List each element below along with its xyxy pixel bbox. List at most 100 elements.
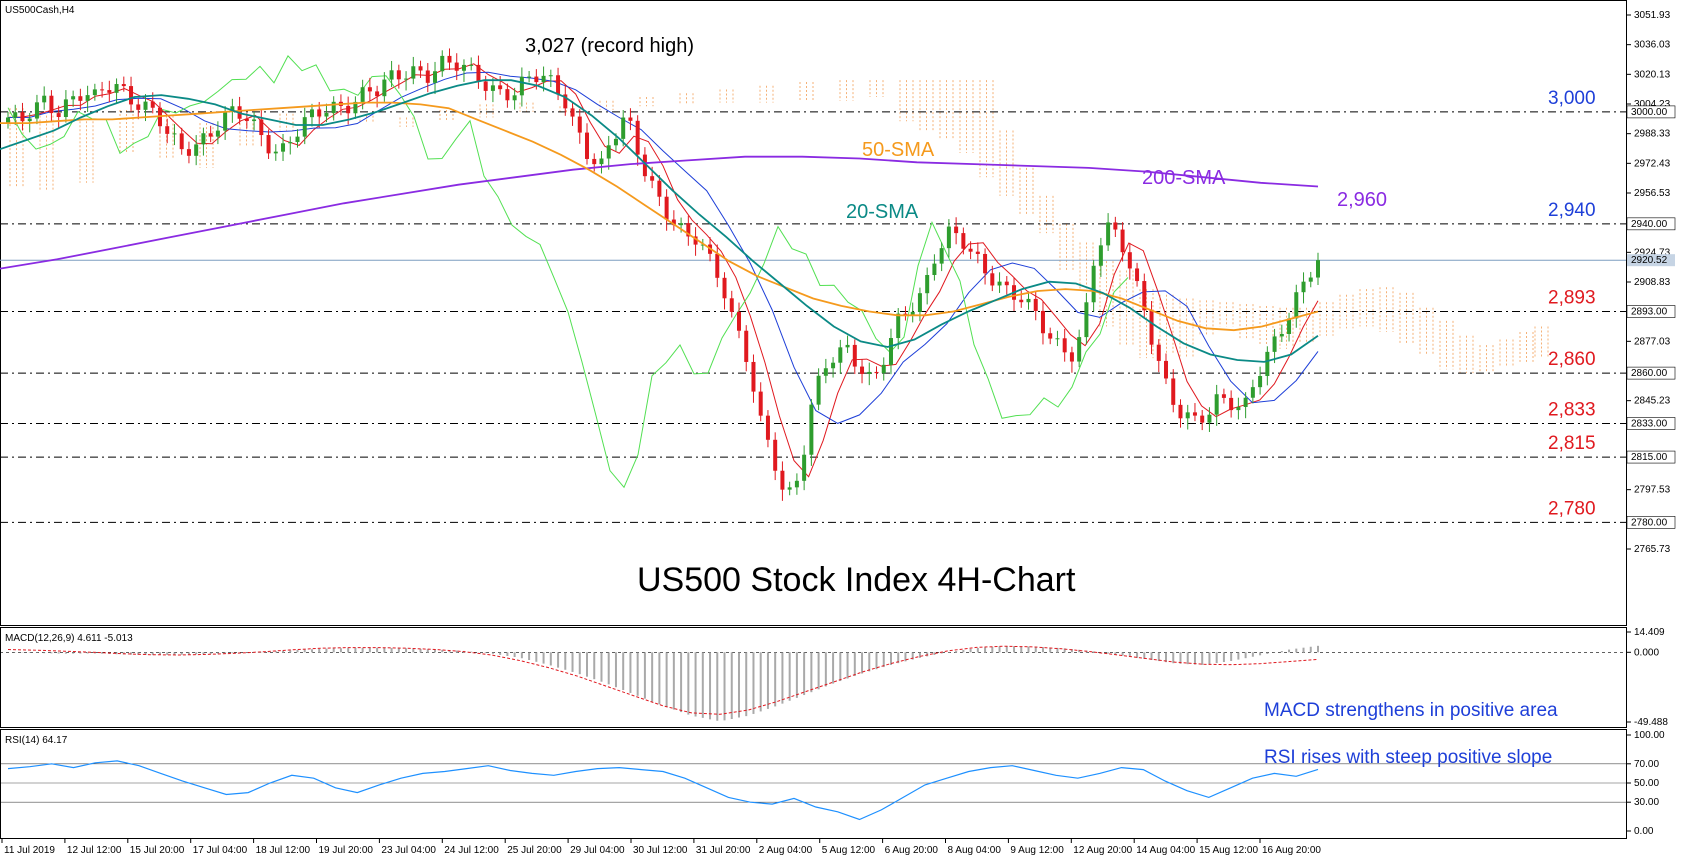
rsi-tick-label: 70.00 [1634, 759, 1659, 770]
candle-body [773, 439, 778, 471]
candle-body [331, 101, 336, 114]
candle-body [375, 91, 380, 97]
candle-body [447, 55, 452, 63]
price-tick-label: 3036.03 [1634, 40, 1671, 51]
candle-body [353, 101, 358, 114]
candle-body [1033, 298, 1038, 311]
rsi-tick-label: 30.00 [1634, 797, 1659, 808]
candle-body [831, 362, 836, 369]
candle-body [758, 391, 763, 416]
candle-body [983, 253, 988, 274]
candle-body [1127, 252, 1132, 269]
current-price-box [1627, 254, 1675, 267]
candle-body [1207, 414, 1212, 423]
candle-body [490, 85, 495, 91]
time-tick-label: 30 Jul 12:00 [633, 845, 688, 856]
price-axis: 3051.93 3036.03 3020.13 3004.23 2988.33 2972.… [1626, 10, 1676, 555]
candle-body [1120, 229, 1125, 253]
time-tick-label: 9 Aug 12:00 [1010, 845, 1064, 856]
candle-body [1142, 281, 1147, 311]
sma200-annotation: 200-SMA [1142, 167, 1226, 189]
price-tick-label: 2908.83 [1634, 277, 1671, 288]
candle-body [534, 76, 539, 83]
candle-body [570, 108, 575, 117]
price-tick-label: 2845.23 [1634, 396, 1671, 407]
candle-body [396, 70, 401, 80]
candle-body [273, 151, 278, 154]
candle-body [845, 344, 850, 348]
candles [6, 48, 1320, 501]
candle-body [1287, 318, 1292, 335]
time-tick-label: 14 Aug 04:00 [1136, 845, 1195, 856]
candle-body [1214, 394, 1219, 415]
macd-tick-label: -49.488 [1634, 717, 1668, 728]
candle-body [1156, 344, 1161, 361]
price-highlight-label: 3000.00 [1631, 107, 1668, 118]
candle-body [440, 55, 445, 72]
candle-body [360, 87, 365, 102]
candle-body [794, 480, 799, 488]
candle-body [1077, 337, 1082, 362]
candle-body [252, 119, 257, 122]
rsi-panel-frame [0, 729, 1627, 839]
candle-body [505, 89, 510, 101]
candle-body [1258, 376, 1263, 388]
symbol-label: US500Cash,H4 [5, 5, 75, 16]
price-highlight-label: 2815.00 [1631, 452, 1668, 463]
candle-body [541, 75, 546, 83]
time-tick-label: 8 Aug 04:00 [948, 845, 1002, 856]
price-highlight-label: 2780.00 [1631, 517, 1668, 528]
current-price-label: 2920.52 [1631, 255, 1668, 266]
candle-body [592, 158, 597, 165]
candle-body [896, 313, 901, 339]
candle-body [63, 99, 68, 118]
candle-body [425, 70, 430, 83]
candle-body [635, 120, 640, 155]
candle-body [860, 366, 865, 374]
time-tick-label: 25 Jul 20:00 [507, 845, 562, 856]
candle-body [1294, 292, 1299, 319]
record-high-annotation: 3,027 (record high) [525, 35, 694, 57]
candle-body [917, 293, 922, 312]
time-axis: 11 Jul 2019 12 Jul 12:00 15 Jul 20:00 17 Ju… [1, 839, 1321, 856]
candle-body [1004, 281, 1009, 286]
time-tick-label: 17 Jul 04:00 [193, 845, 248, 856]
candle-body [483, 81, 488, 91]
rsi-tick-label: 0.00 [1634, 826, 1654, 837]
candle-body [852, 344, 857, 367]
candle-body [49, 95, 54, 114]
candle-body [809, 404, 814, 455]
time-tick-label: 15 Aug 12:00 [1199, 845, 1258, 856]
candle-body [1069, 352, 1074, 362]
candle-body [454, 62, 459, 71]
candle-body [512, 95, 517, 101]
macd-signal-line [7, 645, 1319, 715]
candle-body [34, 102, 39, 119]
chikou-line [7, 55, 1129, 489]
candle-body [1243, 397, 1248, 408]
candle-body [751, 361, 756, 392]
candle-body [165, 126, 170, 134]
price-highlight-box [1626, 305, 1676, 318]
candle-body [382, 79, 387, 97]
candle-body [418, 66, 423, 71]
candle-body [867, 371, 872, 374]
candle-body [671, 219, 676, 226]
candle-body [100, 89, 105, 91]
candle-body [780, 470, 785, 490]
candle-body [317, 109, 322, 117]
sma200-value: 2,960 [1337, 189, 1387, 211]
candle-body [556, 75, 561, 95]
candle-body [476, 64, 481, 82]
candle-body [968, 248, 973, 252]
candle-body [172, 133, 177, 135]
candle-body [1040, 310, 1045, 334]
candle-body [186, 149, 191, 156]
candle-body [194, 144, 199, 156]
candle-body [27, 118, 32, 122]
candle-body [85, 95, 90, 101]
candle-body [346, 105, 351, 114]
level-label: 2,860 [1548, 349, 1596, 370]
candle-body [657, 180, 662, 197]
